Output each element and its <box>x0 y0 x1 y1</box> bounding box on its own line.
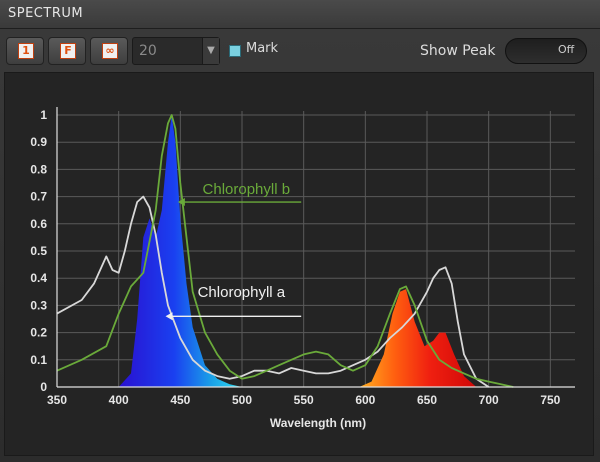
toolbar: 1 F ∞ 20 ▼ Mark Show Peak Off <box>0 29 600 71</box>
x-tick-label: 500 <box>232 393 252 407</box>
mark-label: Mark <box>246 41 279 56</box>
x-tick-label: 550 <box>294 393 314 407</box>
annotation-chlorophyll-a: Chlorophyll a <box>198 284 286 301</box>
spectrum-chart: 350 400 450 500 550 600 650 700 750 0 0.1 0.2 0.3 0.4… <box>30 107 575 430</box>
mark-checkbox[interactable] <box>229 45 241 57</box>
chevron-down-icon[interactable]: ▼ <box>202 38 219 64</box>
single-mode-button[interactable]: 1 <box>6 37 44 65</box>
count-select[interactable]: 20 ▼ <box>132 37 220 65</box>
toggle-state: Off <box>558 43 575 56</box>
panel-title: SPECTRUM <box>8 6 84 21</box>
y-tick-label: 0.1 <box>30 353 47 367</box>
y-tick-label: 0.8 <box>30 162 47 176</box>
x-tick-label: 600 <box>355 393 375 407</box>
x-tick-label: 650 <box>417 393 437 407</box>
series-area <box>118 115 242 387</box>
show-peak-toggle[interactable]: Off <box>505 38 587 64</box>
arrow-head-icon <box>177 198 185 207</box>
chart-area: 350 400 450 500 550 600 650 700 750 0 0.1 0.2 0.3 0.4… <box>4 72 594 456</box>
continuous-mode-button[interactable]: ∞ <box>90 37 128 65</box>
arrow-head-icon <box>165 312 173 321</box>
x-tick-label: 700 <box>479 393 499 407</box>
y-tick-label: 0.6 <box>30 217 47 231</box>
y-tick-label: 1 <box>40 108 47 122</box>
single-mode-icon: 1 <box>18 43 34 59</box>
title-bar: SPECTRUM <box>0 0 600 29</box>
y-tick-label: 0 <box>40 380 47 394</box>
x-axis-label: Wavelength (nm) <box>270 416 366 430</box>
series-line <box>56 114 514 388</box>
f-mode-button[interactable]: F <box>48 37 86 65</box>
x-tick-label: 450 <box>170 393 190 407</box>
y-tick-label: 0.3 <box>30 298 47 312</box>
x-tick-label: 400 <box>109 393 129 407</box>
y-tick-label: 0.2 <box>30 326 47 340</box>
y-tick-label: 0.9 <box>30 135 47 149</box>
f-mode-icon: F <box>60 43 76 59</box>
y-tick-label: 0.4 <box>30 271 47 285</box>
x-tick-label: 350 <box>47 393 67 407</box>
x-tick-label: 750 <box>540 393 560 407</box>
annotation-chlorophyll-b: Chlorophyll b <box>203 181 291 198</box>
loop-icon: ∞ <box>102 43 118 59</box>
y-tick-label: 0.7 <box>30 190 47 204</box>
series-area <box>359 289 477 387</box>
y-tick-label: 0.5 <box>30 244 47 258</box>
show-peak-label: Show Peak <box>420 43 496 59</box>
count-value: 20 <box>139 43 157 59</box>
